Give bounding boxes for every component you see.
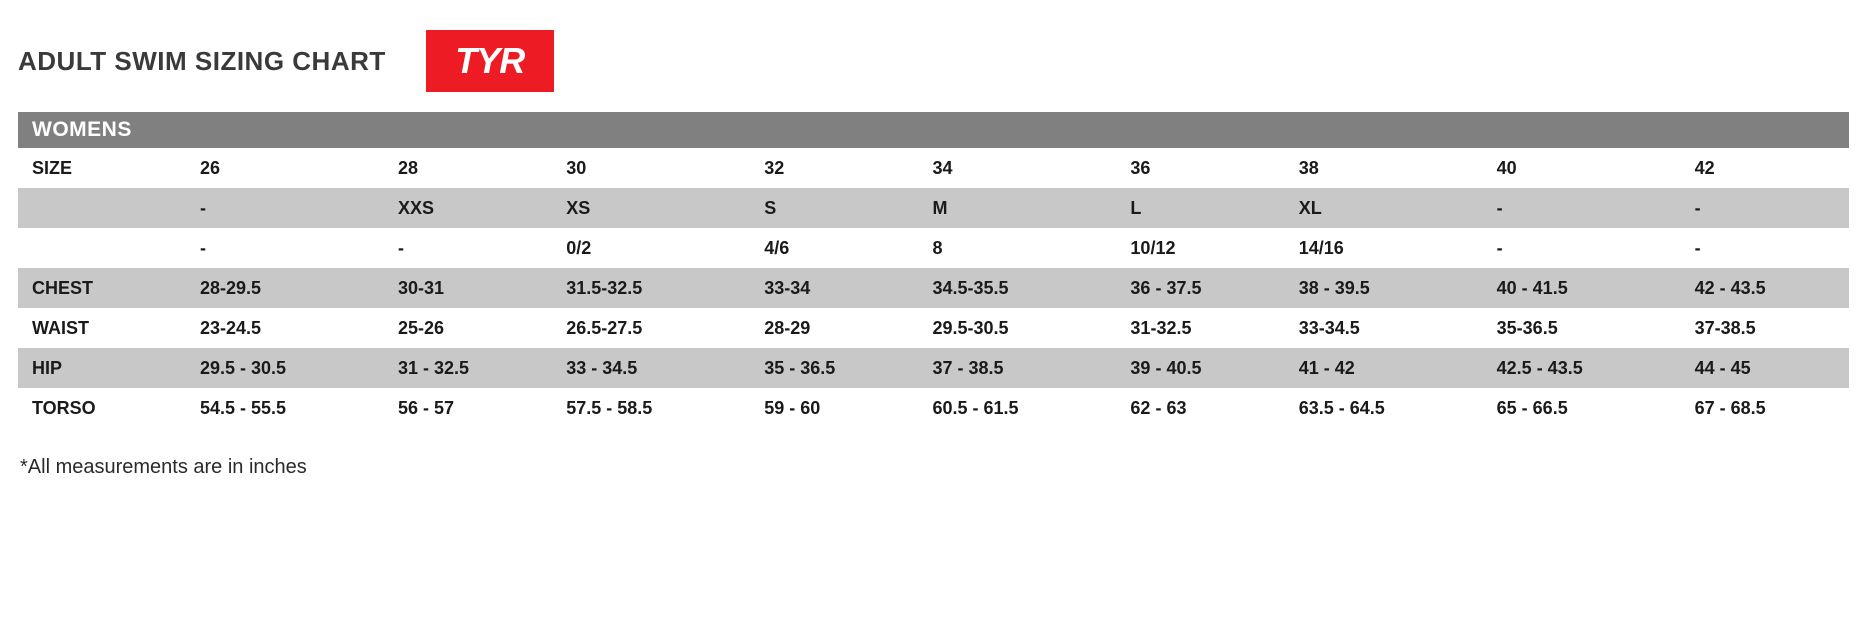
table-cell: 42 bbox=[1681, 148, 1849, 188]
table-row: CHEST28-29.530-3131.5-32.533-3434.5-35.5… bbox=[18, 268, 1849, 308]
table-cell: 30 bbox=[552, 148, 750, 188]
table-cell: 28 bbox=[384, 148, 552, 188]
table-cell: 25-26 bbox=[384, 308, 552, 348]
table-cell: 31 - 32.5 bbox=[384, 348, 552, 388]
table-cell: XXS bbox=[384, 188, 552, 228]
table-cell: 41 - 42 bbox=[1285, 348, 1483, 388]
table-cell: 37-38.5 bbox=[1681, 308, 1849, 348]
table-cell: XL bbox=[1285, 188, 1483, 228]
row-label bbox=[18, 188, 186, 228]
table-cell: 30-31 bbox=[384, 268, 552, 308]
table-cell: 28-29 bbox=[750, 308, 918, 348]
table-row: TORSO54.5 - 55.556 - 5757.5 - 58.559 - 6… bbox=[18, 388, 1849, 428]
table-cell: 59 - 60 bbox=[750, 388, 918, 428]
table-cell: - bbox=[1483, 228, 1681, 268]
table-cell: 42 - 43.5 bbox=[1681, 268, 1849, 308]
row-label: TORSO bbox=[18, 388, 186, 428]
table-row: SIZE262830323436384042 bbox=[18, 148, 1849, 188]
brand-logo-text: TYR bbox=[455, 40, 524, 82]
table-cell: 40 bbox=[1483, 148, 1681, 188]
row-label: HIP bbox=[18, 348, 186, 388]
table-cell: - bbox=[1681, 228, 1849, 268]
table-cell: 35 - 36.5 bbox=[750, 348, 918, 388]
brand-logo: TYR bbox=[426, 30, 554, 92]
table-cell: 34 bbox=[918, 148, 1116, 188]
table-row: --0/24/6810/1214/16-- bbox=[18, 228, 1849, 268]
table-cell: - bbox=[186, 188, 384, 228]
table-cell: 14/16 bbox=[1285, 228, 1483, 268]
table-cell: S bbox=[750, 188, 918, 228]
table-cell: 35-36.5 bbox=[1483, 308, 1681, 348]
table-cell: 32 bbox=[750, 148, 918, 188]
table-cell: 38 - 39.5 bbox=[1285, 268, 1483, 308]
table-cell: 33-34.5 bbox=[1285, 308, 1483, 348]
row-label: WAIST bbox=[18, 308, 186, 348]
table-cell: 23-24.5 bbox=[186, 308, 384, 348]
table-cell: 57.5 - 58.5 bbox=[552, 388, 750, 428]
table-cell: 44 - 45 bbox=[1681, 348, 1849, 388]
table-cell: 10/12 bbox=[1116, 228, 1284, 268]
page-title: ADULT SWIM SIZING CHART bbox=[18, 46, 386, 77]
table-row: -XXSXSSMLXL-- bbox=[18, 188, 1849, 228]
table-cell: 31-32.5 bbox=[1116, 308, 1284, 348]
table-cell: - bbox=[1483, 188, 1681, 228]
table-cell: - bbox=[1681, 188, 1849, 228]
table-cell: 36 bbox=[1116, 148, 1284, 188]
table-cell: 29.5-30.5 bbox=[918, 308, 1116, 348]
table-cell: 60.5 - 61.5 bbox=[918, 388, 1116, 428]
table-row: HIP29.5 - 30.531 - 32.533 - 34.535 - 36.… bbox=[18, 348, 1849, 388]
table-cell: 56 - 57 bbox=[384, 388, 552, 428]
table-cell: 26.5-27.5 bbox=[552, 308, 750, 348]
table-cell: 0/2 bbox=[552, 228, 750, 268]
table-cell: 54.5 - 55.5 bbox=[186, 388, 384, 428]
table-cell: 36 - 37.5 bbox=[1116, 268, 1284, 308]
row-label: CHEST bbox=[18, 268, 186, 308]
table-cell: M bbox=[918, 188, 1116, 228]
table-cell: L bbox=[1116, 188, 1284, 228]
table-cell: 4/6 bbox=[750, 228, 918, 268]
table-cell: 40 - 41.5 bbox=[1483, 268, 1681, 308]
table-cell: 29.5 - 30.5 bbox=[186, 348, 384, 388]
table-cell: XS bbox=[552, 188, 750, 228]
footnote: *All measurements are in inches bbox=[18, 456, 1849, 479]
table-cell: 65 - 66.5 bbox=[1483, 388, 1681, 428]
table-cell: 67 - 68.5 bbox=[1681, 388, 1849, 428]
table-cell: 34.5-35.5 bbox=[918, 268, 1116, 308]
table-cell: - bbox=[384, 228, 552, 268]
table-cell: 26 bbox=[186, 148, 384, 188]
row-label bbox=[18, 228, 186, 268]
sizing-table: SIZE262830323436384042-XXSXSSMLXL----0/2… bbox=[18, 148, 1849, 428]
table-cell: 39 - 40.5 bbox=[1116, 348, 1284, 388]
table-cell: 62 - 63 bbox=[1116, 388, 1284, 428]
table-cell: 38 bbox=[1285, 148, 1483, 188]
table-cell: 33-34 bbox=[750, 268, 918, 308]
table-cell: 42.5 - 43.5 bbox=[1483, 348, 1681, 388]
table-cell: 37 - 38.5 bbox=[918, 348, 1116, 388]
table-cell: 33 - 34.5 bbox=[552, 348, 750, 388]
table-cell: 31.5-32.5 bbox=[552, 268, 750, 308]
table-cell: 63.5 - 64.5 bbox=[1285, 388, 1483, 428]
row-label: SIZE bbox=[18, 148, 186, 188]
table-cell: 8 bbox=[918, 228, 1116, 268]
table-cell: 28-29.5 bbox=[186, 268, 384, 308]
table-cell: - bbox=[186, 228, 384, 268]
header: ADULT SWIM SIZING CHART TYR bbox=[18, 30, 1849, 92]
table-row: WAIST23-24.525-2626.5-27.528-2929.5-30.5… bbox=[18, 308, 1849, 348]
section-header: WOMENS bbox=[18, 112, 1849, 148]
